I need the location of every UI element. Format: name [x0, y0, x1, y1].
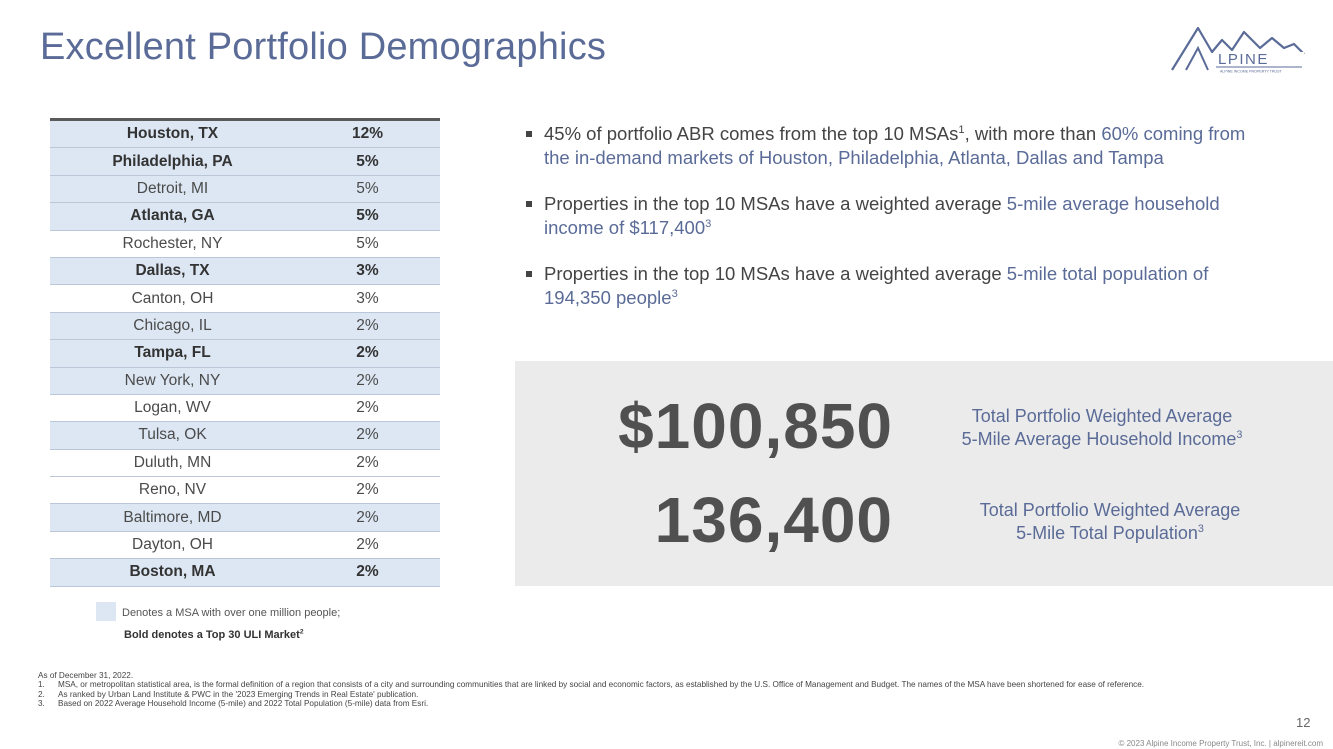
table-row: Duluth, MN 2% [50, 450, 440, 478]
msa-city: Detroit, MI [136, 179, 209, 197]
msa-city: Canton, OH [131, 289, 214, 307]
msa-percent: 3% [356, 262, 379, 280]
msa-city: Atlanta, GA [130, 207, 215, 225]
msa-city: Logan, WV [134, 399, 211, 417]
msa-percent: 2% [356, 399, 379, 417]
bullet-income: Properties in the top 10 MSAs have a wei… [526, 192, 1266, 240]
mountain-logo-icon: LPINE ALPINE INCOME PROPERTY TRUST [1171, 26, 1305, 74]
stats-panel: $100,850 Total Portfolio Weighted Averag… [515, 361, 1333, 586]
msa-city: Boston, MA [129, 563, 216, 581]
table-row: Dallas, TX 3% [50, 257, 440, 286]
msa-city: Tampa, FL [134, 344, 211, 362]
msa-city: Dayton, OH [132, 536, 213, 554]
msa-percent: 5% [356, 234, 379, 252]
population-value: 136,400 [654, 484, 893, 556]
msa-percent: 5% [356, 179, 379, 197]
table-row: Houston, TX 12% [50, 121, 440, 149]
msa-city: Reno, NV [138, 481, 207, 499]
footnote-as-of: As of December 31, 2022. [38, 671, 134, 680]
msa-city: Dallas, TX [135, 262, 210, 280]
legend-metro-text: Denotes a MSA with over one million peop… [122, 607, 341, 619]
logo-wordmark: LPINE [1218, 51, 1269, 68]
table-row: Philadelphia, PA 5% [50, 148, 440, 176]
msa-city: Duluth, MN [133, 453, 212, 471]
page-number: 12 [1296, 715, 1311, 730]
msa-city: Tulsa, OK [138, 426, 207, 444]
logo-tagline: ALPINE INCOME PROPERTY TRUST [1220, 70, 1283, 74]
population-label: Total Portfolio Weighted Average 5-Mile … [979, 500, 1241, 543]
msa-city: Chicago, IL [133, 316, 212, 334]
bullet-abr: 45% of portfolio ABR comes from the top … [526, 122, 1266, 170]
legend-bold-text: Bold denotes a Top 30 ULI Market2 [124, 628, 304, 641]
table-row: Boston, MA 2% [50, 559, 440, 587]
msa-city: Rochester, NY [122, 234, 223, 252]
msa-city: Philadelphia, PA [112, 152, 233, 170]
table-row: Dayton, OH 2% [50, 532, 440, 560]
table-row: Chicago, IL 2% [50, 312, 440, 341]
table-row: Baltimore, MD 2% [50, 504, 440, 532]
msa-percent: 2% [356, 371, 379, 389]
msa-city: New York, NY [124, 371, 221, 389]
msa-percent: 2% [356, 508, 379, 526]
footnote-3: 3. Based on 2022 Average Household Income… [38, 699, 429, 709]
table-row: Canton, OH 3% [50, 285, 440, 313]
msa-percent: 2% [356, 563, 379, 581]
income-value: $100,850 [618, 390, 893, 462]
table-row: Detroit, MI 5% [50, 175, 440, 204]
msa-percent: 5% [356, 207, 379, 225]
table-row: Reno, NV 2% [50, 477, 440, 505]
msa-percent: 12% [351, 125, 384, 143]
copyright: © 2023 Alpine Income Property Trust, Inc… [1118, 739, 1323, 748]
msa-table: Houston, TX 12% Philadelphia, PA 5% Detroit,… [50, 118, 440, 587]
table-row: Tampa, FL 2% [50, 340, 440, 368]
msa-percent: 5% [356, 152, 379, 170]
table-row: Logan, WV 2% [50, 395, 440, 423]
table-row: New York, NY 2% [50, 367, 440, 395]
msa-percent: 2% [356, 316, 379, 334]
msa-city: Houston, TX [126, 125, 219, 143]
alpine-logo: LPINE ALPINE INCOME PROPERTY TRUST [1168, 22, 1308, 74]
key-points: 45% of portfolio ABR comes from the top … [526, 122, 1266, 332]
msa-percent: 2% [356, 426, 379, 444]
msa-percent: 2% [356, 481, 379, 499]
page-title: Excellent Portfolio Demographics [40, 26, 607, 68]
footnote-2: 2. As ranked by Urban Land Institute & PW… [38, 689, 419, 699]
table-row: Tulsa, OK 2% [50, 422, 440, 450]
msa-percent: 3% [356, 289, 379, 307]
income-label: Total Portfolio Weighted Average 5-Mile … [961, 406, 1243, 449]
table-row: Atlanta, GA 5% [50, 203, 440, 231]
bullet-population: Properties in the top 10 MSAs have a wei… [526, 262, 1266, 310]
msa-percent: 2% [356, 453, 379, 471]
msa-percent: 2% [356, 536, 379, 554]
legend-swatch [96, 602, 116, 621]
footnote-1: 1. MSA, or metropolitan statistical area,… [38, 680, 1145, 690]
msa-city: Baltimore, MD [123, 508, 222, 526]
footnotes: As of December 31, 2022. 1. MSA, or metro… [38, 671, 1298, 709]
table-row: Rochester, NY 5% [50, 231, 440, 258]
msa-percent: 2% [356, 344, 379, 362]
